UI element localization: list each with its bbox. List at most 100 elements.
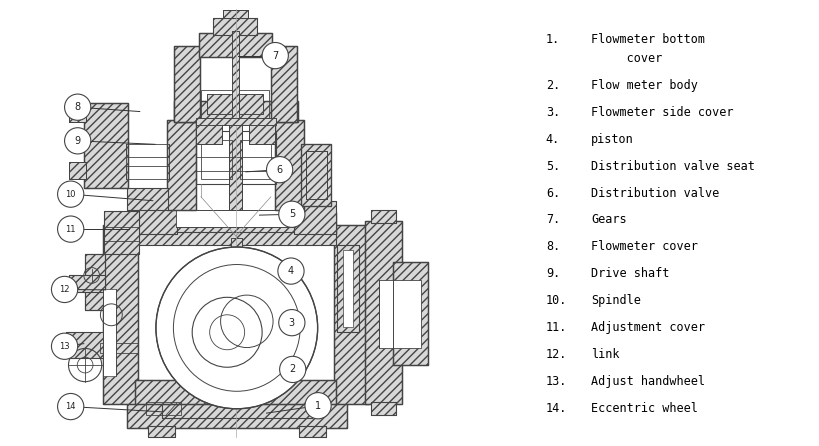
- Bar: [196, 120, 222, 145]
- Bar: [196, 118, 275, 124]
- Bar: [69, 275, 105, 292]
- Bar: [366, 254, 392, 310]
- Text: 10.: 10.: [545, 294, 567, 307]
- Bar: [299, 426, 325, 437]
- Text: Flowmeter bottom: Flowmeter bottom: [590, 33, 704, 46]
- Text: 11.: 11.: [545, 321, 567, 334]
- Text: 3: 3: [288, 318, 295, 328]
- Bar: [69, 275, 105, 292]
- Text: piston: piston: [590, 133, 633, 146]
- Bar: [138, 232, 336, 245]
- Bar: [135, 212, 336, 234]
- Circle shape: [65, 128, 91, 154]
- Bar: [231, 31, 239, 123]
- Bar: [210, 345, 227, 385]
- Bar: [370, 210, 396, 223]
- Bar: [196, 118, 275, 124]
- Text: Flow meter body: Flow meter body: [590, 79, 697, 92]
- Bar: [249, 120, 275, 145]
- Bar: [334, 225, 369, 405]
- Circle shape: [278, 201, 305, 227]
- Bar: [135, 201, 177, 234]
- Bar: [174, 46, 200, 123]
- Text: 8.: 8.: [545, 240, 559, 253]
- Bar: [240, 140, 270, 179]
- Circle shape: [156, 247, 317, 409]
- Bar: [370, 402, 396, 415]
- Circle shape: [262, 42, 288, 69]
- Text: 13.: 13.: [545, 375, 567, 388]
- Bar: [334, 225, 369, 405]
- Bar: [126, 402, 347, 429]
- Bar: [102, 225, 138, 405]
- Bar: [393, 262, 428, 365]
- Text: 6: 6: [276, 165, 283, 175]
- Bar: [104, 211, 138, 255]
- Bar: [167, 120, 196, 210]
- Bar: [126, 188, 168, 210]
- Bar: [126, 402, 347, 429]
- Text: 3.: 3.: [545, 106, 559, 119]
- Bar: [239, 94, 263, 114]
- Bar: [239, 94, 263, 114]
- Text: 9.: 9.: [545, 267, 559, 280]
- Bar: [213, 17, 256, 35]
- Bar: [229, 118, 242, 210]
- Bar: [148, 426, 174, 437]
- Bar: [174, 101, 297, 123]
- Circle shape: [266, 157, 292, 183]
- Text: Gears: Gears: [590, 213, 626, 227]
- Circle shape: [278, 258, 304, 284]
- Bar: [301, 145, 331, 206]
- Bar: [270, 46, 296, 123]
- Text: 12.: 12.: [545, 348, 567, 361]
- Bar: [230, 238, 242, 405]
- Text: 2.: 2.: [545, 79, 559, 92]
- Bar: [135, 212, 336, 234]
- Circle shape: [65, 94, 91, 120]
- Bar: [305, 151, 327, 199]
- Bar: [174, 101, 297, 123]
- Circle shape: [57, 181, 84, 207]
- Text: 13: 13: [59, 342, 70, 351]
- Bar: [366, 254, 392, 310]
- Bar: [231, 31, 239, 123]
- Bar: [167, 120, 196, 210]
- Bar: [342, 250, 353, 326]
- Bar: [135, 201, 177, 234]
- Bar: [370, 210, 396, 223]
- Bar: [210, 345, 227, 385]
- Bar: [207, 94, 231, 114]
- Text: 11: 11: [66, 225, 76, 234]
- Bar: [196, 131, 275, 184]
- Bar: [103, 289, 116, 376]
- Bar: [100, 343, 138, 353]
- Text: Adjustment cover: Adjustment cover: [590, 321, 704, 334]
- Text: 14.: 14.: [545, 401, 567, 414]
- Bar: [201, 140, 231, 179]
- Bar: [69, 162, 86, 179]
- Bar: [125, 145, 170, 157]
- Text: Flowmeter cover: Flowmeter cover: [590, 240, 697, 253]
- Bar: [85, 254, 105, 310]
- Bar: [196, 120, 222, 145]
- Text: 7: 7: [272, 50, 278, 61]
- Circle shape: [57, 216, 84, 242]
- Bar: [379, 280, 420, 347]
- Text: Adjust handwheel: Adjust handwheel: [590, 375, 704, 388]
- Bar: [294, 201, 335, 234]
- Bar: [223, 10, 248, 18]
- Text: Distribution valve seat: Distribution valve seat: [590, 160, 754, 173]
- Bar: [85, 254, 105, 310]
- Text: 8: 8: [75, 102, 80, 112]
- Bar: [126, 188, 168, 210]
- Bar: [102, 225, 138, 405]
- Text: 6.: 6.: [545, 186, 559, 199]
- Bar: [125, 166, 170, 179]
- Bar: [198, 33, 272, 57]
- Bar: [364, 221, 401, 405]
- Bar: [104, 211, 138, 255]
- Bar: [301, 145, 331, 206]
- Bar: [213, 17, 256, 35]
- Text: 5.: 5.: [545, 160, 559, 173]
